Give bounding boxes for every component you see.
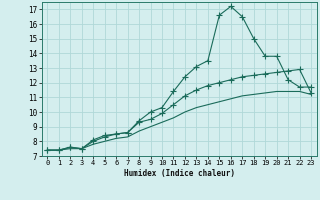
X-axis label: Humidex (Indice chaleur): Humidex (Indice chaleur): [124, 169, 235, 178]
